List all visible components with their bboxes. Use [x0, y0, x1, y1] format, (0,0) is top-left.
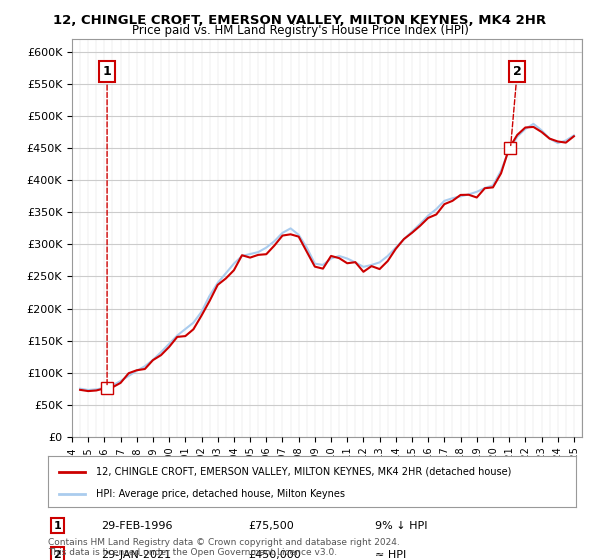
Text: 2: 2 [53, 550, 61, 560]
Text: 1: 1 [103, 65, 112, 386]
Text: 1: 1 [53, 521, 61, 531]
Text: 12, CHINGLE CROFT, EMERSON VALLEY, MILTON KEYNES, MK4 2HR (detached house): 12, CHINGLE CROFT, EMERSON VALLEY, MILTO… [95, 466, 511, 477]
Text: HPI: Average price, detached house, Milton Keynes: HPI: Average price, detached house, Milt… [95, 489, 344, 499]
Text: 29-FEB-1996: 29-FEB-1996 [101, 521, 172, 531]
Text: £75,500: £75,500 [248, 521, 295, 531]
Text: 9% ↓ HPI: 9% ↓ HPI [376, 521, 428, 531]
Text: ≈ HPI: ≈ HPI [376, 550, 407, 560]
Text: £450,000: £450,000 [248, 550, 301, 560]
Text: 29-JAN-2021: 29-JAN-2021 [101, 550, 171, 560]
Text: Contains HM Land Registry data © Crown copyright and database right 2024.
This d: Contains HM Land Registry data © Crown c… [48, 538, 400, 557]
Text: 12, CHINGLE CROFT, EMERSON VALLEY, MILTON KEYNES, MK4 2HR: 12, CHINGLE CROFT, EMERSON VALLEY, MILTO… [53, 14, 547, 27]
Text: 2: 2 [511, 65, 521, 146]
Text: Price paid vs. HM Land Registry's House Price Index (HPI): Price paid vs. HM Land Registry's House … [131, 24, 469, 37]
